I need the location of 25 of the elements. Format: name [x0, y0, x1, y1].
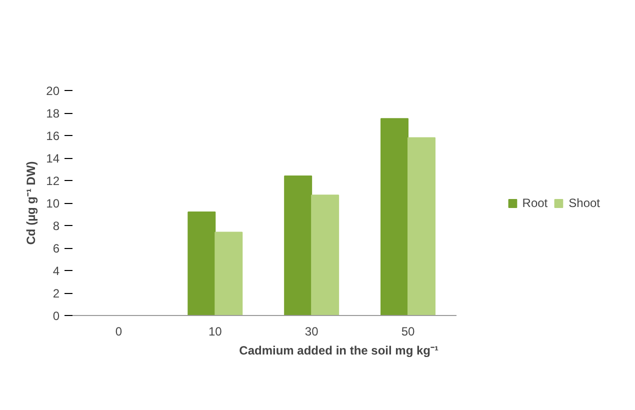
bar [380, 118, 408, 316]
y-tick-label: 18 [46, 106, 60, 120]
bar [311, 194, 340, 316]
y-tick-label: 2 [52, 286, 60, 300]
x-tick-label: 10 [208, 324, 222, 338]
bar [214, 232, 243, 316]
legend-label: Root [522, 196, 548, 210]
x-axis-title: Cadmium added in the soil mg kg⁻¹ [239, 344, 439, 358]
bar [188, 212, 216, 316]
y-tick-label: 20 [46, 84, 60, 98]
y-tick-label: 14 [46, 152, 60, 166]
y-tick-label: 10 [46, 196, 60, 210]
bar [408, 137, 436, 316]
y-tick-label: 6 [52, 242, 60, 256]
x-tick-label: 0 [115, 324, 122, 338]
y-tick-label: 8 [52, 219, 60, 233]
y-tick-label: 0 [52, 309, 60, 323]
bar [284, 176, 312, 316]
legend-label: Shoot [568, 196, 600, 210]
y-tick-label: 16 [46, 129, 60, 143]
y-tick-label: 4 [52, 264, 60, 278]
y-tick-label: 12 [46, 174, 60, 188]
y-axis-title: Cd (µg g⁻¹ DW) [24, 161, 38, 245]
x-tick-label: 50 [401, 324, 415, 338]
x-tick-label: 30 [304, 324, 319, 338]
